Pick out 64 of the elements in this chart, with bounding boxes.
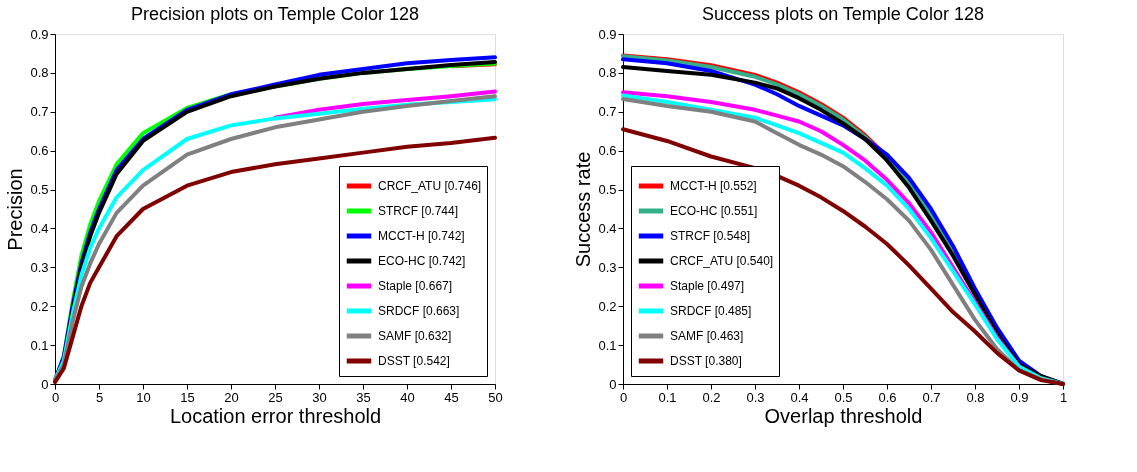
x-axis-title: Overlap threshold [764,404,923,427]
y-tick-label: 0.3 [30,259,49,275]
legend-label: ECO-HC [0.551] [670,204,758,218]
x-tick-label: 0.7 [922,389,941,405]
legend-label: Staple [0.497] [670,279,745,293]
y-tick-label: 0.9 [30,26,49,42]
y-tick-label: 0.8 [30,65,49,81]
y-tick-label: 0.9 [598,26,617,42]
x-tick-label: 0.6 [878,389,897,405]
x-tick-label: 15 [180,389,195,405]
x-tick-label: 25 [268,389,283,405]
x-tick-label: 20 [224,389,239,405]
y-tick-label: 0.4 [30,220,49,236]
x-tick-label: 0.4 [790,389,809,405]
legend-label: STRCF [0.548] [670,229,751,243]
x-tick-label: 35 [356,389,371,405]
legend-label: STRCF [0.744] [378,204,459,218]
y-tick-label: 0.4 [598,220,617,236]
y-axis-title: Precision [4,168,27,251]
y-tick-label: 0.6 [598,143,617,159]
chart-title: Success plots on Temple Color 128 [702,4,984,24]
chart-title: Precision plots on Temple Color 128 [131,4,419,24]
legend-label: MCCT-H [0.552] [670,179,757,193]
legend-label: SRDCF [0.663] [378,304,460,318]
y-axis-title: Success rate [572,151,595,268]
x-tick-label: 45 [444,389,459,405]
y-tick-label: 0.2 [30,298,49,314]
x-tick-label: 0.3 [746,389,765,405]
y-tick-label: 0.8 [598,65,617,81]
x-axis-title: Location error threshold [169,404,382,427]
x-tick-label: 0.2 [702,389,721,405]
legend-label: CRCF_ATU [0.540] [670,254,774,268]
y-tick-label: 0.2 [598,298,617,314]
y-tick-label: 0.3 [598,259,617,275]
legend-label: SAMF [0.463] [670,329,744,343]
y-tick-label: 0.1 [598,337,617,353]
x-tick-label: 1 [1059,389,1068,405]
x-tick-label: 0 [51,389,60,405]
legend-label: CRCF_ATU [0.746] [378,179,482,193]
legend-label: DSST [0.542] [378,354,450,368]
y-tick-label: 0.1 [30,337,49,353]
y-tick-label: 0.7 [598,104,617,120]
y-tick-label: 0.7 [30,104,49,120]
legend-label: SRDCF [0.485] [670,304,752,318]
legend-label: DSST [0.380] [670,354,742,368]
x-tick-label: 0 [619,389,628,405]
x-tick-label: 0.1 [658,389,677,405]
x-tick-label: 0.5 [834,389,853,405]
legend-label: SAMF [0.632] [378,329,452,343]
y-tick-label: 0.5 [30,182,49,198]
x-tick-label: 10 [136,389,151,405]
x-tick-label: 40 [400,389,415,405]
y-tick-label: 0 [41,376,49,392]
x-tick-label: 0.8 [966,389,985,405]
x-tick-label: 50 [488,389,503,405]
legend-label: ECO-HC [0.742] [378,254,466,268]
legend-label: MCCT-H [0.742] [378,229,465,243]
x-tick-label: 5 [95,389,104,405]
y-tick-label: 0.6 [30,143,49,159]
y-tick-label: 0.5 [598,182,617,198]
legend-label: Staple [0.667] [378,279,453,293]
x-tick-label: 0.9 [1010,389,1029,405]
x-tick-label: 30 [312,389,327,405]
y-tick-label: 0 [609,376,617,392]
